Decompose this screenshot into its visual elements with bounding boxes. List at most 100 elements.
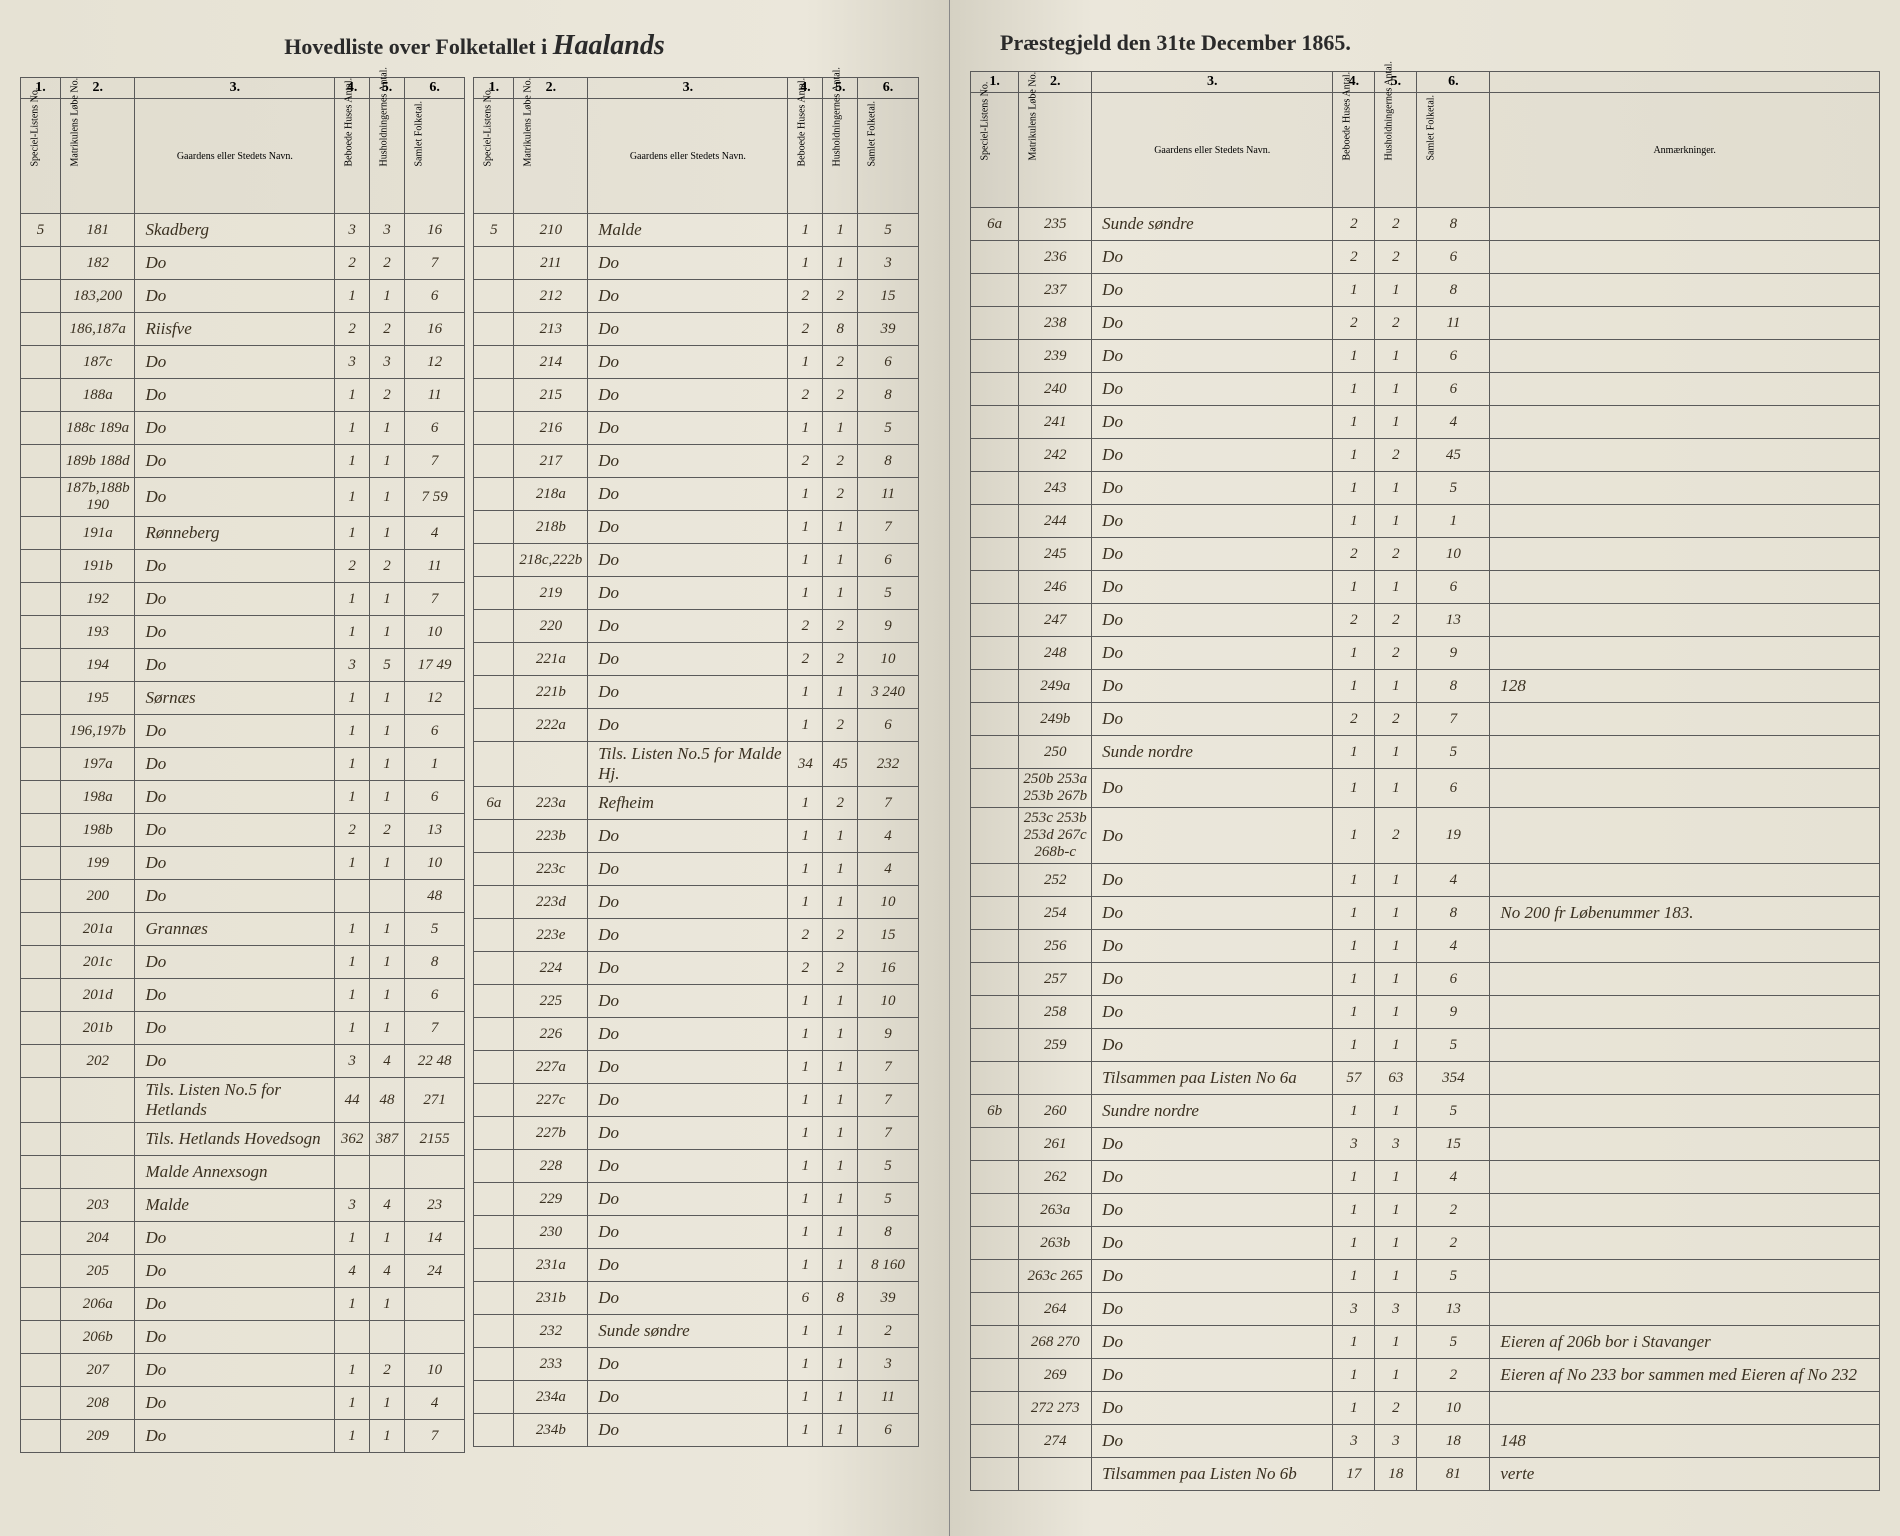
cell: 6 [1417, 963, 1490, 996]
cell: 198a [60, 781, 135, 814]
cell: 1 [788, 985, 823, 1018]
cell: 224 [514, 952, 588, 985]
cell [474, 1018, 514, 1051]
cell [21, 1156, 61, 1189]
table-row: 188c 189aDo116 [21, 412, 465, 445]
cell [21, 412, 61, 445]
cell: 2 [1375, 307, 1417, 340]
cell [971, 505, 1019, 538]
cell: 1 [823, 1348, 858, 1381]
cell: 240 [1019, 373, 1092, 406]
cell: 236 [1019, 241, 1092, 274]
cell: 10 [858, 886, 919, 919]
cell: Do [135, 247, 335, 280]
cell: 39 [858, 1282, 919, 1315]
cell: 243 [1019, 472, 1092, 505]
cell [971, 472, 1019, 505]
cell: 4 [335, 1255, 370, 1288]
cell: 4 [1417, 406, 1490, 439]
cell: 1 [1375, 1161, 1417, 1194]
cell [474, 445, 514, 478]
cell: 268 270 [1019, 1326, 1092, 1359]
cell: 2 [370, 247, 405, 280]
cell: Do [1092, 472, 1333, 505]
table-row: 216Do115 [474, 412, 918, 445]
cell: 1 [1375, 505, 1417, 538]
cell: 223a [514, 787, 588, 820]
cell: 256 [1019, 930, 1092, 963]
cell: 221b [514, 676, 588, 709]
cell: 1 [1375, 406, 1417, 439]
table-row: 5210Malde115 [474, 214, 918, 247]
table-row: 188aDo1211 [21, 379, 465, 412]
header-special-list: Speciel-Listens No. [21, 99, 61, 214]
cell [474, 1051, 514, 1084]
cell: 13 [404, 814, 464, 847]
cell: 1 [823, 676, 858, 709]
cell: 362 [335, 1123, 370, 1156]
cell: 1 [1375, 996, 1417, 1029]
cell [971, 1458, 1019, 1491]
cell [60, 1123, 135, 1156]
cell [1490, 769, 1880, 808]
cell: 10 [1417, 538, 1490, 571]
cell: Do [135, 583, 335, 616]
table-row: 263c 265Do115 [971, 1260, 1880, 1293]
cell: 12 [404, 346, 464, 379]
cell: 1 [823, 412, 858, 445]
cell: 1 [788, 1315, 823, 1348]
colnum-3b: 3. [588, 78, 788, 99]
cell: 1 [823, 1117, 858, 1150]
cell: 1 [1333, 1161, 1375, 1194]
table-row: Tilsammen paa Listen No 6a5763354 [971, 1062, 1880, 1095]
cell: 2 [823, 280, 858, 313]
header-folketal: Samlet Folketal. [404, 99, 464, 214]
cell: Do [135, 1354, 335, 1387]
cell [21, 1078, 61, 1123]
cell: Do [1092, 1392, 1333, 1425]
cell: 210 [514, 214, 588, 247]
cell: 1 [1333, 1194, 1375, 1227]
cell: 1 [370, 781, 405, 814]
cell [474, 709, 514, 742]
cell: 233 [514, 1348, 588, 1381]
cell: 1 [788, 820, 823, 853]
cell: 10 [858, 985, 919, 1018]
cell: 6 [404, 280, 464, 313]
cell: 9 [1417, 996, 1490, 1029]
cell: 1 [335, 847, 370, 880]
cell: 1 [823, 1051, 858, 1084]
cell [21, 1255, 61, 1288]
cell: 220 [514, 610, 588, 643]
cell [474, 313, 514, 346]
cell: Do [1092, 1227, 1333, 1260]
cell: 7 [404, 1420, 464, 1453]
table-row: 204Do1114 [21, 1222, 465, 1255]
table-row: 218aDo1211 [474, 478, 918, 511]
cell [21, 1123, 61, 1156]
cell: Do [588, 985, 788, 1018]
cell [1490, 340, 1880, 373]
cell: 2 [335, 814, 370, 847]
cell [370, 880, 405, 913]
cell [1490, 406, 1880, 439]
cell: Sunde nordre [1092, 736, 1333, 769]
cell: 197a [60, 748, 135, 781]
cell: 238 [1019, 307, 1092, 340]
table-row: 249aDo118128 [971, 670, 1880, 703]
cell: 1 [788, 1348, 823, 1381]
cell: 1 [370, 715, 405, 748]
cell [1490, 373, 1880, 406]
cell [474, 511, 514, 544]
cell: 1 [335, 1222, 370, 1255]
table-row: 245Do2210 [971, 538, 1880, 571]
cell [971, 808, 1019, 864]
cell: 1 [823, 853, 858, 886]
cell: 6 [858, 1414, 919, 1447]
cell: 2 [1375, 703, 1417, 736]
cell: Tils. Hetlands Hovedsogn [135, 1123, 335, 1156]
cell [21, 1189, 61, 1222]
cell: 7 [858, 1051, 919, 1084]
cell: 2 [370, 550, 405, 583]
cell: 8 [404, 946, 464, 979]
